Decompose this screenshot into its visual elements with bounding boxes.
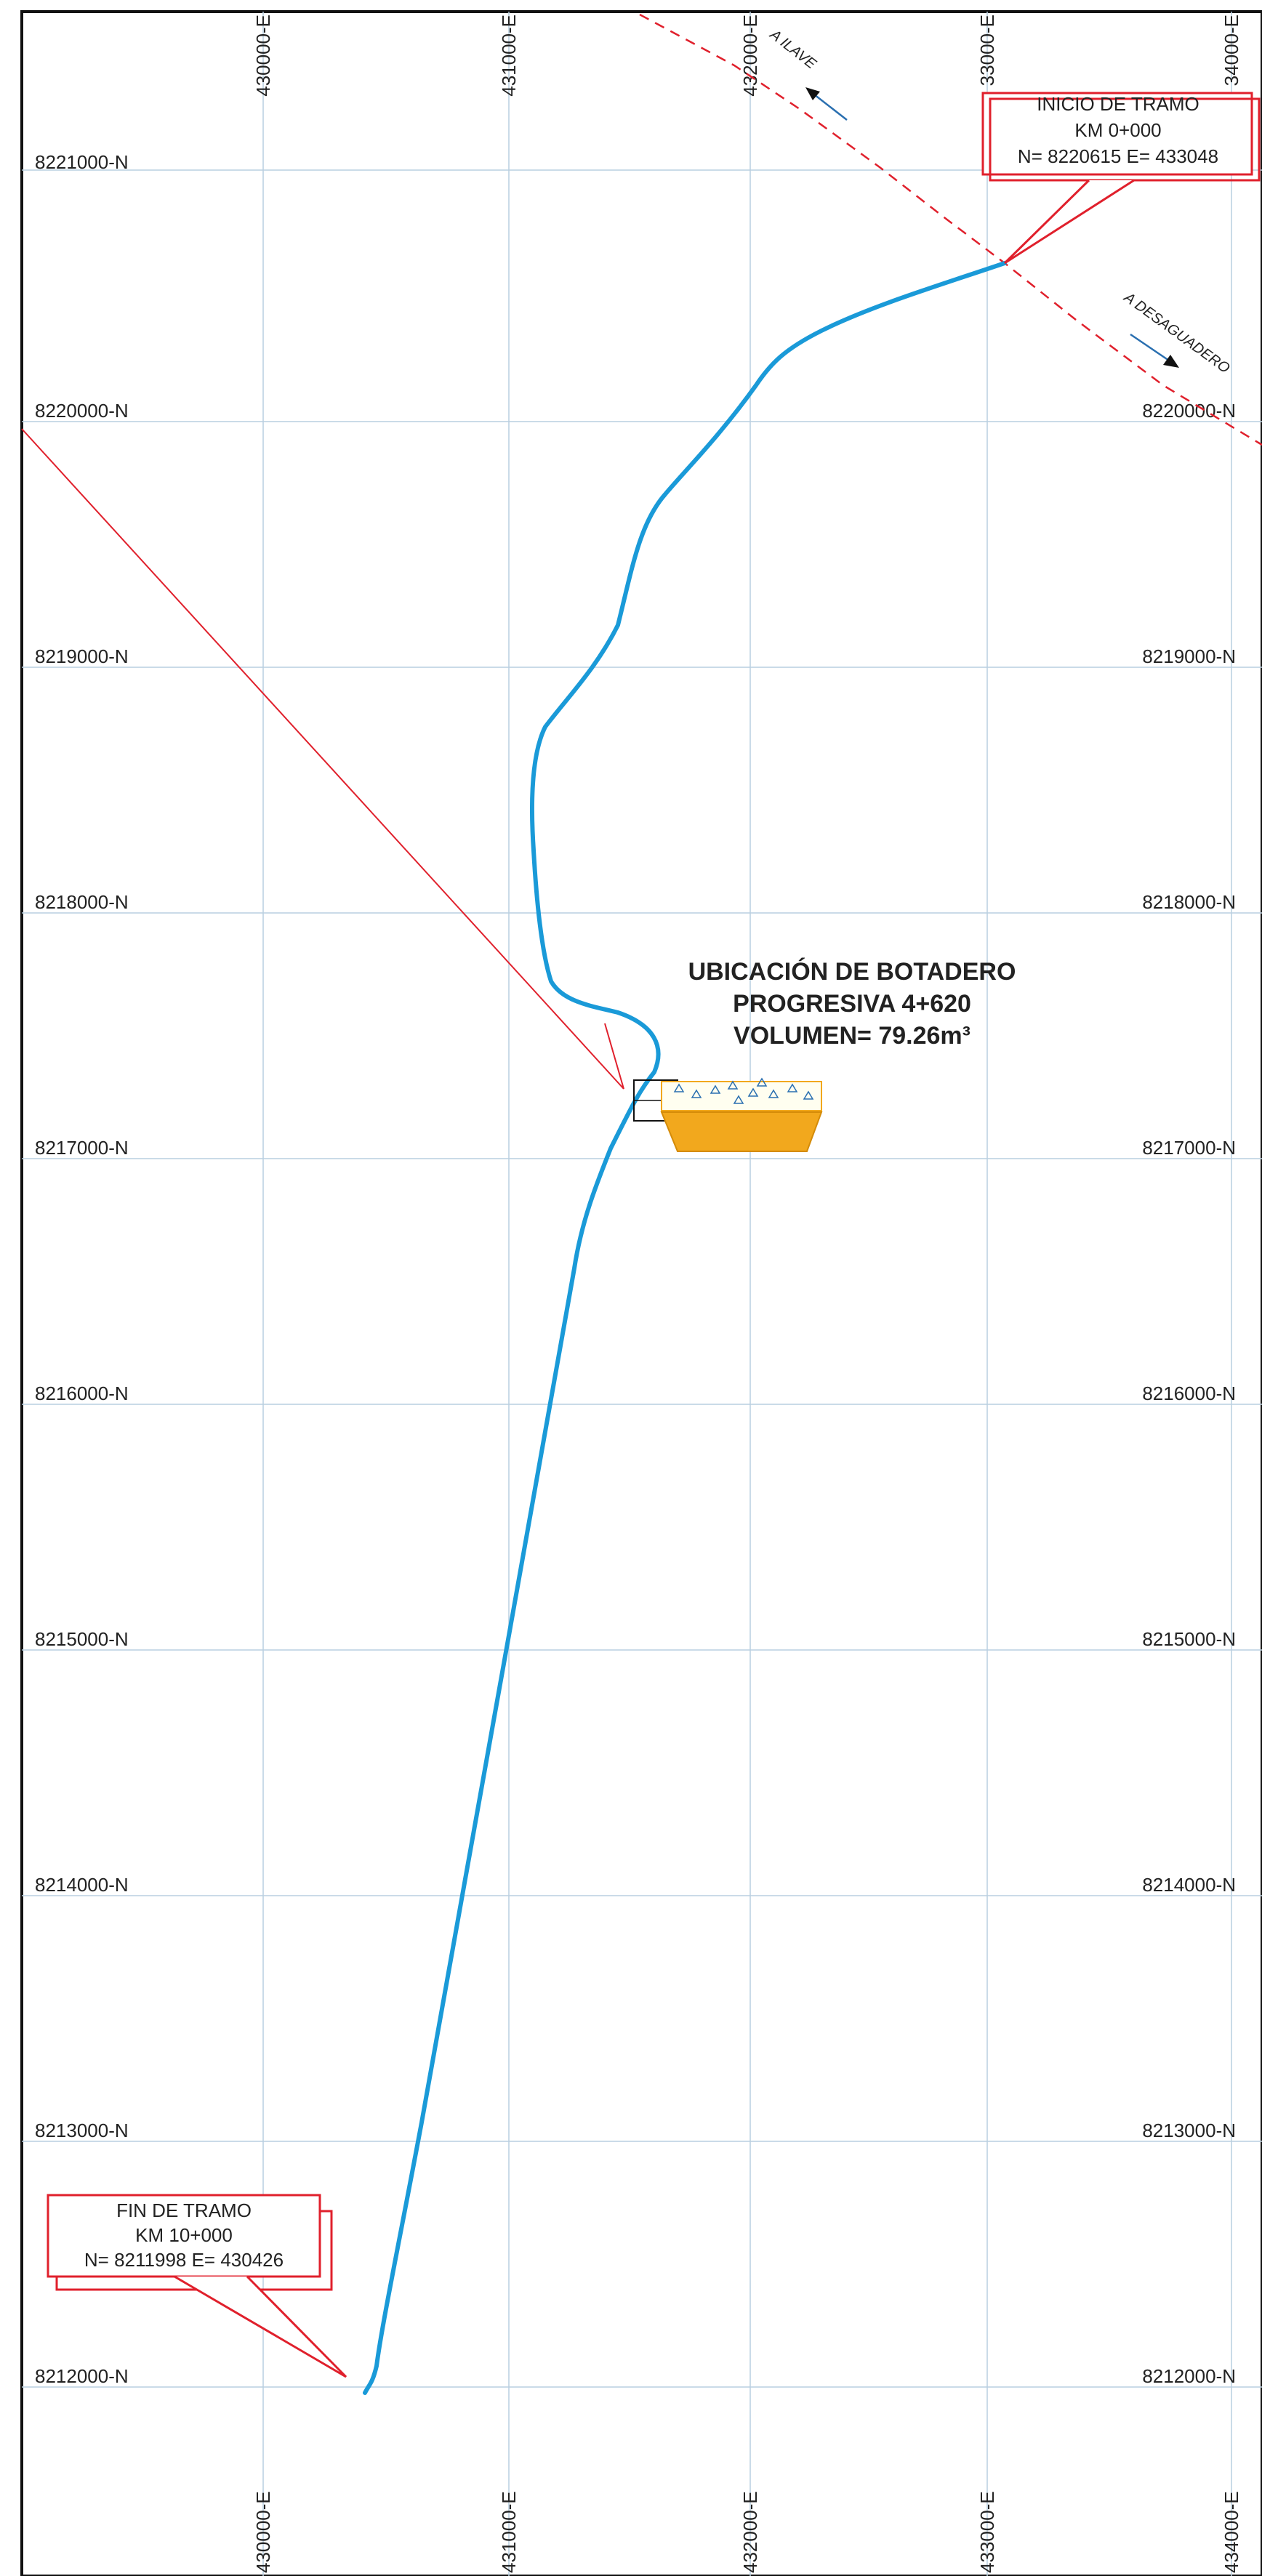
easting-label: 432000-E — [739, 15, 761, 97]
northing-label: 8214000-N — [1142, 1874, 1236, 1896]
grid-lines — [22, 12, 1262, 2576]
road-label-desaguadero: A DESAGUADERO — [1120, 289, 1232, 377]
start-callout: INICIO DE TRAMO KM 0+000 N= 8220615 E= 4… — [981, 92, 1261, 265]
northing-label: 8216000-N — [1142, 1382, 1236, 1404]
northing-label: 8212000-N — [1142, 2365, 1236, 2387]
end-callout: FIN DE TRAMO KM 10+000 N= 8211998 E= 430… — [47, 2194, 347, 2378]
northing-label: 8217000-N — [35, 1137, 129, 1159]
northing-label: 8220000-N — [35, 400, 129, 422]
dump-site-title: UBICACIÓN DE BOTADERO — [688, 958, 1016, 986]
easting-label: 430000-E — [252, 2491, 274, 2573]
easting-label: 431000-E — [498, 15, 520, 97]
northing-label: 8217000-N — [1142, 1137, 1236, 1159]
end-title: FIN DE TRAMO — [116, 2199, 252, 2221]
easting-label: 432000-E — [739, 2491, 761, 2573]
northing-label: 8221000-N — [35, 151, 129, 173]
northing-label: 8213000-N — [35, 2120, 129, 2141]
dump-site-label: UBICACIÓN DE BOTADERO PROGRESIVA 4+620 V… — [688, 958, 1016, 1050]
map-frame — [20, 10, 1262, 2576]
easting-label: 431000-E — [498, 2491, 520, 2573]
northing-label: 8218000-N — [35, 891, 129, 913]
northing-label: 8214000-N — [35, 1874, 129, 1896]
easting-label: 430000-E — [252, 15, 274, 97]
northing-labels-left: 8221000-N 8220000-N 8219000-N 8218000-N … — [35, 151, 129, 2387]
easting-label: 33000-E — [976, 15, 998, 86]
start-km: KM 0+000 — [1074, 119, 1161, 141]
start-coords: N= 8220615 E= 433048 — [1018, 145, 1218, 167]
dump-site-volume: VOLUMEN= 79.26m³ — [734, 1022, 970, 1050]
end-coords: N= 8211998 E= 430426 — [84, 2249, 284, 2271]
leader-line — [21, 428, 624, 1090]
leader-tick — [604, 1023, 624, 1090]
northing-label: 8215000-N — [1142, 1628, 1236, 1650]
northing-label: 8218000-N — [1142, 891, 1236, 913]
easting-label: 434000-E — [1221, 2491, 1242, 2573]
arrow-ilave-icon — [805, 87, 848, 121]
northing-label: 8212000-N — [35, 2365, 129, 2387]
northing-label: 8213000-N — [1142, 2120, 1236, 2141]
dump-section-icon — [660, 1077, 823, 1152]
dump-site-progressive: PROGRESIVA 4+620 — [733, 990, 971, 1018]
northing-label: 8215000-N — [35, 1628, 129, 1650]
start-title: INICIO DE TRAMO — [1037, 93, 1199, 115]
northing-label: 8216000-N — [35, 1382, 129, 1404]
easting-label: 34000-E — [1221, 15, 1242, 86]
arrow-desaguadero-icon — [1130, 333, 1179, 368]
road-label-ilave: A ILAVE — [766, 26, 819, 73]
easting-labels-bottom: 430000-E 431000-E 432000-E 433000-E 4340… — [252, 2491, 1242, 2573]
route-line — [363, 261, 1007, 2395]
northing-label: 8219000-N — [35, 645, 129, 667]
highway-ilave-desaguadero — [639, 13, 1262, 446]
easting-label: 433000-E — [976, 2491, 998, 2573]
northing-label: 8219000-N — [1142, 645, 1236, 667]
easting-labels-top: 430000-E 431000-E 432000-E 33000-E 34000… — [252, 15, 1242, 97]
northing-labels-right: 8220000-N 8219000-N 8218000-N 8217000-N … — [1142, 400, 1236, 2387]
northing-label: 8220000-N — [1142, 400, 1236, 422]
end-km: KM 10+000 — [135, 2224, 233, 2246]
